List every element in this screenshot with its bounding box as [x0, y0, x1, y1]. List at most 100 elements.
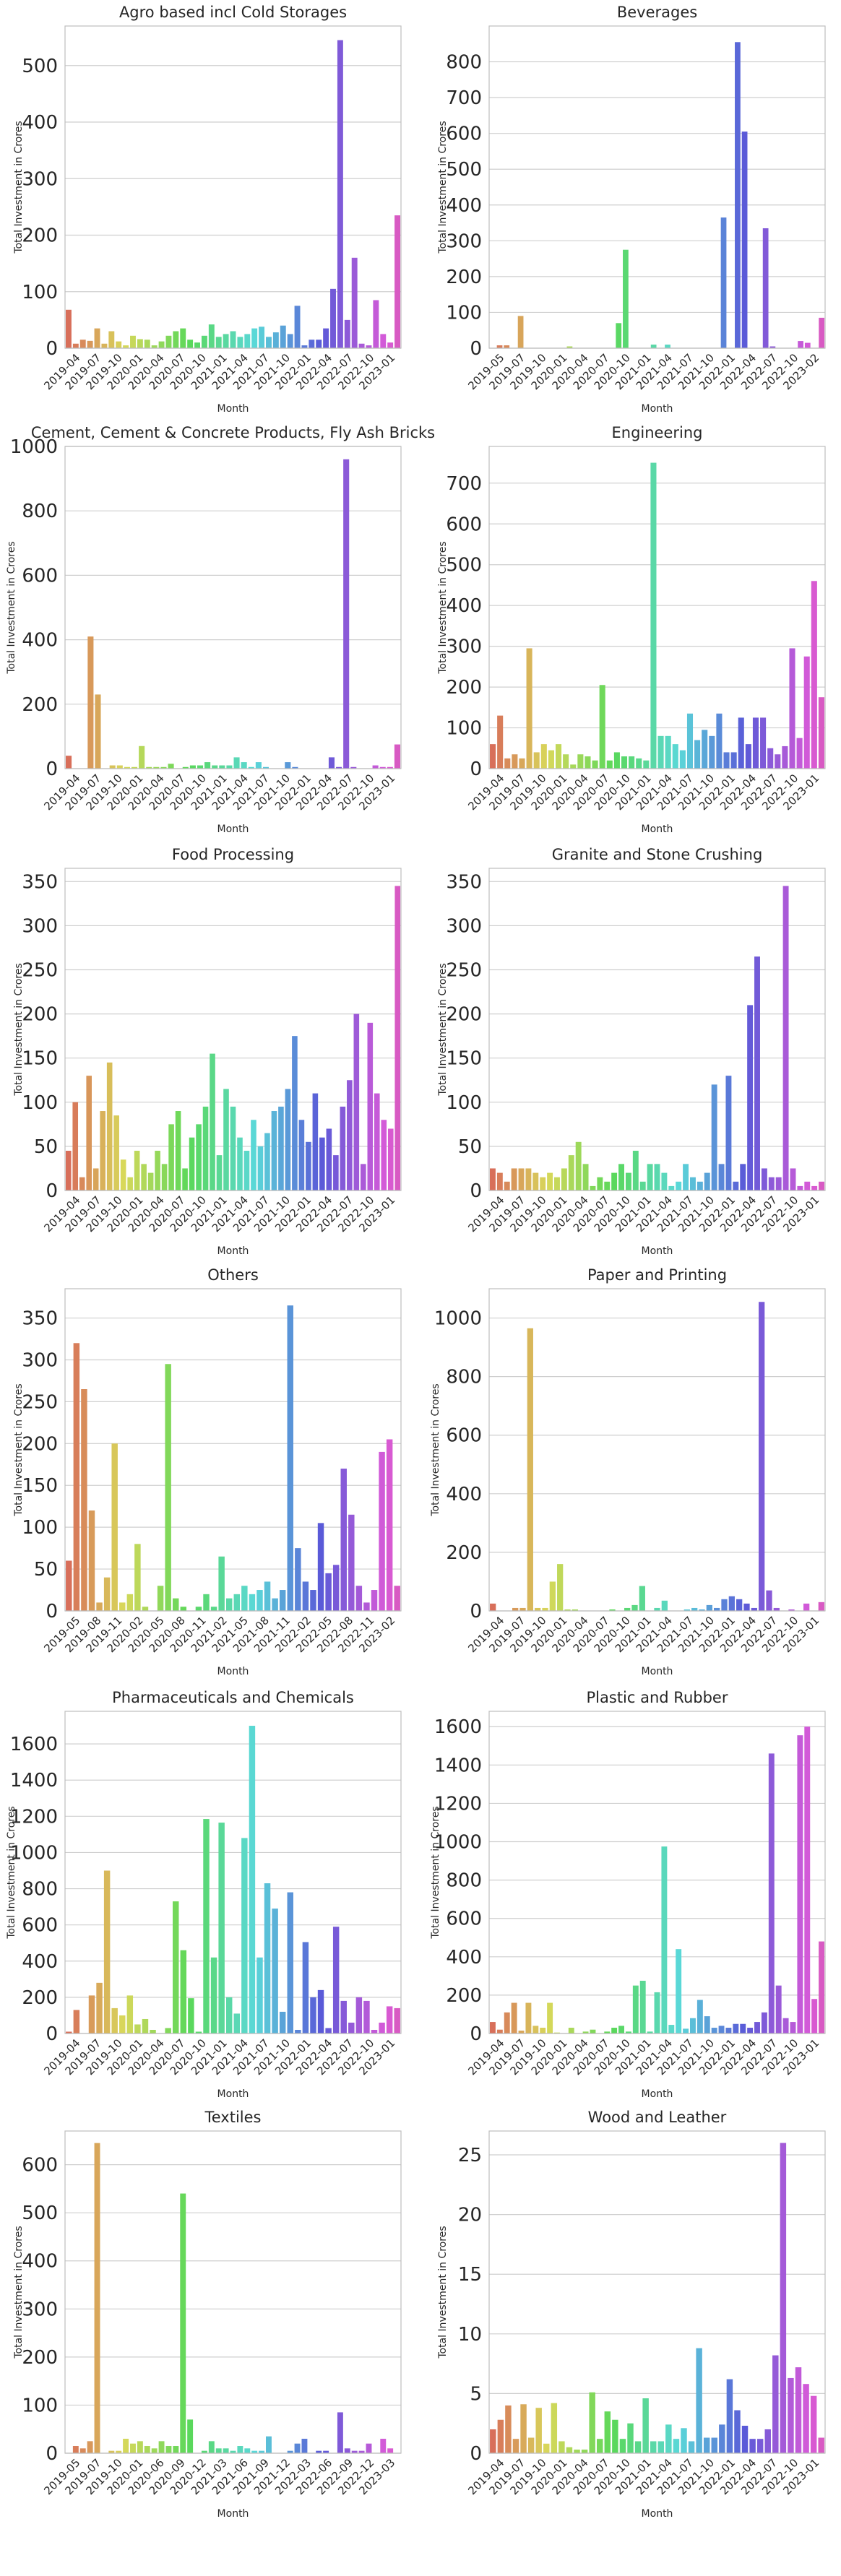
bar [373, 300, 379, 348]
y-tick-label: 1400 [10, 1770, 58, 1791]
y-tick-label: 1400 [434, 1755, 482, 1776]
bar [92, 1168, 99, 1190]
bar [795, 2367, 802, 2453]
bar [735, 42, 741, 349]
bar [72, 343, 79, 348]
bar [251, 328, 258, 348]
bar [520, 2404, 527, 2453]
y-tick-label: 1000 [10, 1842, 58, 1864]
bar [215, 337, 222, 348]
bar [371, 2029, 378, 2033]
bar [101, 343, 108, 348]
y-axis-label: Total Investment in Crores [13, 963, 25, 1096]
bar [532, 1172, 539, 1190]
bar [606, 760, 613, 769]
bar [95, 694, 101, 769]
bar [639, 1586, 645, 1611]
chart-panel: Textiles01002003004005006002019-052019-0… [13, 2109, 402, 2520]
y-axis-label: Total Investment in Crores [437, 2226, 449, 2359]
bar [94, 2143, 100, 2453]
bar [306, 1141, 311, 1190]
bar [819, 1181, 825, 1190]
bar [736, 1599, 743, 1611]
y-tick-label: 200 [446, 267, 482, 288]
bar [642, 2398, 649, 2453]
bar [237, 1137, 243, 1190]
bar [504, 758, 511, 769]
bar [116, 341, 122, 348]
y-tick-label: 200 [22, 694, 58, 716]
bar [301, 345, 308, 348]
bar [762, 228, 769, 348]
chart-panel: Cement, Cement & Concrete Products, Fly … [6, 424, 435, 835]
bar [788, 1609, 795, 1611]
bar [756, 2439, 764, 2453]
y-tick-label: 250 [22, 1391, 58, 1413]
y-tick-label: 500 [22, 56, 58, 77]
bar [699, 1609, 705, 1611]
y-tick-label: 1000 [434, 1832, 482, 1854]
chart-panel: Plastic and Rubber 0 200 400 600 800 1000 1200 1… [430, 1689, 826, 2100]
bar [709, 735, 715, 769]
bar [540, 2028, 546, 2033]
bar [243, 1151, 250, 1190]
chart-title: Paper and Printing [587, 1266, 727, 1284]
bar [683, 1609, 690, 1611]
bar [226, 765, 233, 769]
bar [654, 1164, 660, 1190]
bar [302, 1581, 309, 1611]
bar [535, 2408, 542, 2453]
bar [725, 1076, 732, 1190]
bar [714, 1607, 720, 1611]
bar [775, 754, 781, 769]
y-tick-label: 300 [446, 636, 482, 658]
bar [654, 1992, 660, 2033]
bar [819, 317, 825, 348]
bar [351, 2450, 358, 2453]
bar [134, 1151, 140, 1190]
bar [618, 1164, 624, 1190]
bar [103, 1870, 111, 2033]
bar [797, 1185, 803, 1190]
y-tick-label: 250 [446, 960, 482, 982]
bar [496, 1172, 503, 1190]
y-tick-label: 200 [22, 2347, 58, 2369]
bar [151, 2448, 158, 2453]
bar [251, 1120, 256, 1190]
bar [310, 1590, 316, 1611]
y-tick-label: 600 [22, 565, 58, 587]
bar [803, 1603, 810, 1611]
bar [292, 1036, 298, 1190]
bar [344, 319, 350, 348]
bar [394, 744, 400, 769]
y-tick-label: 400 [446, 595, 482, 617]
bar [618, 2026, 624, 2033]
bar [668, 1185, 675, 1190]
bar [747, 1005, 754, 1190]
bar [65, 309, 72, 348]
bar [734, 2410, 741, 2453]
y-tick-label: 150 [22, 1475, 58, 1497]
bar [223, 334, 229, 348]
bar [719, 2424, 725, 2453]
y-axis-label: Total Investment in Crores [13, 2226, 25, 2359]
bar [554, 1177, 560, 1190]
bar [654, 1607, 660, 1611]
bar [519, 758, 525, 769]
bar [66, 2031, 72, 2033]
bar [751, 1607, 757, 1611]
bar [540, 744, 547, 769]
bar [775, 1985, 782, 2033]
bar [155, 1151, 160, 1190]
bar [323, 328, 329, 348]
y-axis-label: Total Investment in Crores [13, 1383, 25, 1516]
y-tick-label: 150 [22, 1048, 58, 1070]
bar [134, 2024, 141, 2033]
y-tick-label: 250 [22, 960, 58, 982]
bar [272, 1598, 278, 1611]
chart-title: Plastic and Rubber [587, 1689, 728, 1706]
bar [740, 2023, 746, 2033]
y-tick-label: 400 [22, 1951, 58, 1973]
y-tick-label: 300 [22, 2299, 58, 2320]
y-tick-label: 200 [22, 1987, 58, 2009]
